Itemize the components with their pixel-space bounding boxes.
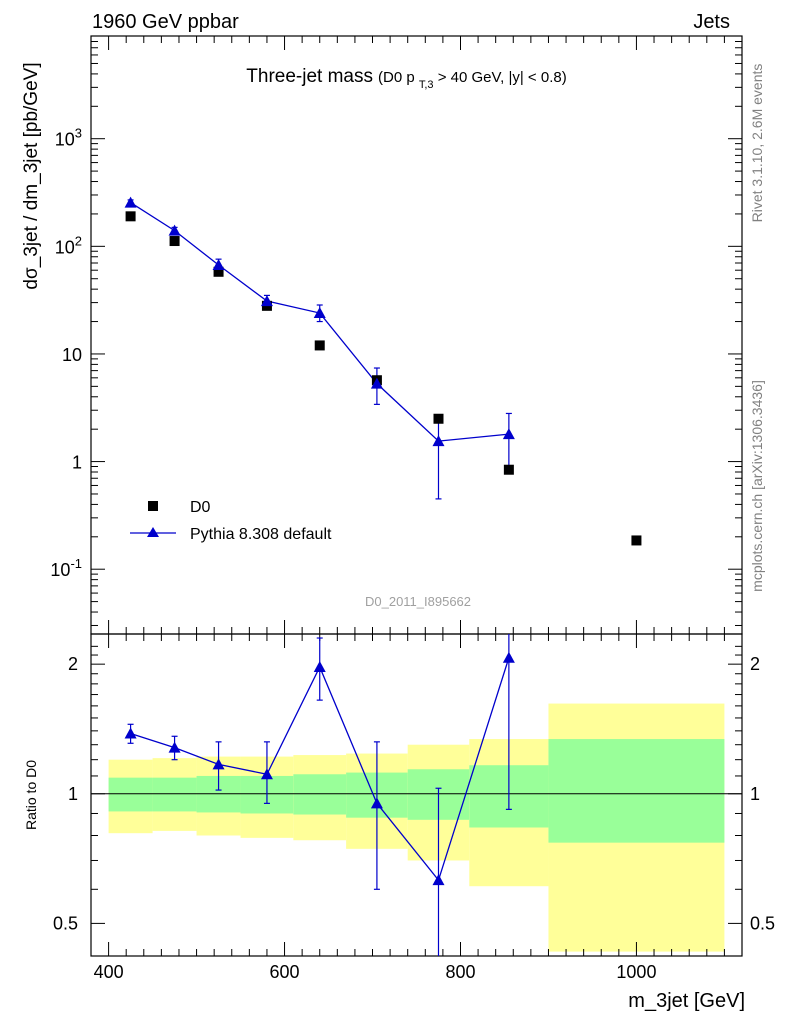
uncertainty-band-inner: [293, 774, 347, 815]
x-tick-label: 1000: [616, 962, 656, 982]
x-axis-label: m_3jet [GeV]: [628, 990, 745, 1012]
watermark: D0_2011_I895662: [365, 594, 471, 609]
d0-point: [213, 266, 224, 277]
pythia-point: [502, 428, 515, 440]
subtitle-subscript: T,3: [419, 79, 434, 91]
ratio-y-tick-label-right: 1: [750, 784, 760, 804]
main-y-label: dσ_3jet / dm_3jet [pb/GeV]: [21, 62, 42, 289]
y-tick-label: 10-1: [50, 556, 82, 580]
main-plot-area: 10-1 1 10 102 103: [50, 35, 743, 635]
ratio-point: [432, 874, 445, 886]
y-tick-label: 1: [72, 453, 82, 473]
uncertainty-band-inner: [548, 739, 725, 843]
uncertainty-band-inner: [108, 777, 153, 812]
chart-subtitle: (D0 p T,3 > 40 GeV, |y| < 0.8): [378, 69, 567, 92]
d0-point: [125, 211, 136, 222]
ratio-y-tick-label: 1: [68, 784, 78, 804]
legend-pythia-label: Pythia 8.308 default: [190, 526, 332, 543]
ratio-y-tick-label: 2: [68, 654, 78, 674]
ratio-panel: 400 600 800 1000 0.5 0.5 1 1 2 2 Ratio to D0: [23, 633, 775, 982]
d0-point: [503, 464, 514, 475]
chart-title: Three-jet mass: [246, 66, 373, 87]
y-tick-label: 10: [62, 345, 82, 365]
d0-point: [631, 535, 642, 546]
uncertainty-band-inner: [152, 777, 197, 812]
ratio-line: [130, 657, 510, 882]
ratio-frame: [90, 633, 743, 957]
pythia-line: [130, 202, 509, 442]
x-tick-label: 800: [445, 962, 475, 982]
legend-pythia-marker: [147, 527, 159, 537]
ratio-point: [260, 768, 273, 780]
pythia-point: [432, 435, 445, 447]
header-right: Jets: [693, 11, 730, 33]
pythia-point: [124, 196, 137, 208]
d0-point: [169, 236, 180, 247]
ratio-point: [212, 758, 225, 770]
pythia-point: [212, 259, 225, 271]
ratio-y-label: Ratio to D0: [23, 760, 39, 830]
rivet-label: Rivet 3.1.10, 2.6M events: [749, 64, 765, 223]
legend: D0 Pythia 8.308 default: [130, 499, 332, 543]
subtitle-prefix: (D0 p: [378, 69, 415, 86]
pythia-point: [370, 377, 383, 389]
main-frame: [90, 35, 743, 635]
ratio-point: [313, 660, 326, 672]
subtitle-suffix: > 40 GeV, |y| < 0.8): [438, 69, 567, 86]
ratio-y-tick-label-right: 0.5: [750, 913, 775, 933]
pythia-point: [313, 307, 326, 319]
main-panel: 10-1 1 10 102 103 Three-jet mass (D0 p T,3 >…: [21, 35, 743, 635]
y-tick-label: 102: [55, 233, 82, 257]
y-tick-exponent: 2: [75, 233, 82, 248]
header-left: 1960 GeV ppbar: [92, 11, 239, 33]
pythia-point: [260, 295, 273, 307]
legend-d0-marker: [148, 501, 158, 511]
d0-point: [314, 340, 325, 351]
mcplots-label: mcplots.cern.ch [arXiv:1306.3436]: [749, 380, 765, 592]
ratio-point: [370, 797, 383, 809]
x-tick-label: 400: [94, 962, 124, 982]
y-tick-exponent: 3: [75, 126, 82, 141]
ratio-y-tick-label: 0.5: [53, 913, 78, 933]
ratio-plot-area: 400 600 800 1000 0.5 0.5 1 1 2 2: [53, 633, 775, 982]
ratio-point: [168, 741, 181, 753]
ratio-y-tick-label-right: 2: [750, 654, 760, 674]
y-tick-label: 103: [55, 126, 82, 150]
x-tick-label: 600: [270, 962, 300, 982]
pythia-point: [168, 224, 181, 236]
ratio-point: [124, 727, 137, 739]
y-tick-exponent: -1: [70, 556, 82, 571]
ratio-point: [502, 651, 515, 663]
legend-d0-label: D0: [190, 499, 211, 516]
d0-point: [433, 413, 444, 424]
